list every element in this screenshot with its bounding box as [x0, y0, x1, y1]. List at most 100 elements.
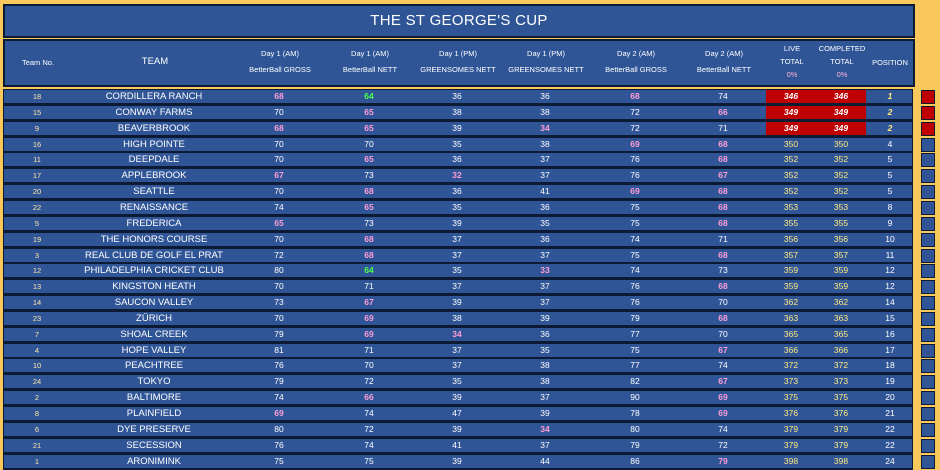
score-cell: 37	[452, 281, 462, 291]
score-cell: 75	[630, 345, 640, 355]
score-cell: 37	[540, 440, 550, 450]
header-col-5: Day 2 (AM) BetterBall GROSS	[593, 49, 679, 75]
team-name: DYE PRESERVE	[117, 424, 191, 435]
table-row: 5 FREDERICA 65 73 39 35 75 68 355 355 9	[3, 216, 913, 232]
row-status-marker	[921, 264, 935, 278]
team-name: APPLEBROOK	[121, 170, 187, 181]
score-cell: 68	[274, 123, 284, 133]
score-cell: 36	[540, 202, 550, 212]
position: 4	[887, 139, 893, 149]
score-cell: 79	[274, 376, 284, 386]
header-completed-pct: 0%	[836, 70, 848, 79]
completed-total: 366	[833, 345, 849, 355]
completed-total: 398	[833, 456, 849, 466]
score-cell: 68	[274, 91, 284, 101]
row-status-marker	[921, 90, 935, 104]
live-total: 398	[783, 456, 799, 466]
score-cell: 39	[452, 392, 462, 402]
score-cell: 35	[452, 202, 462, 212]
score-cell: 70	[274, 186, 284, 196]
score-cell: 38	[540, 139, 550, 149]
position: 20	[885, 392, 895, 402]
completed-total: 376	[833, 408, 849, 418]
row-status-marker	[921, 407, 935, 421]
live-total: 352	[783, 186, 799, 196]
position: 11	[885, 250, 895, 260]
header-col-6-day: Day 2 (AM)	[705, 49, 743, 58]
header-team-no: Team No.	[21, 58, 55, 67]
header-col-5-format: BetterBall GROSS	[605, 65, 667, 74]
team-number: 3	[34, 251, 40, 260]
header-col-3-format: GREENSOMES NETT	[420, 65, 496, 74]
score-cell: 79	[630, 440, 640, 450]
score-cell: 39	[452, 297, 462, 307]
completed-total: 349	[816, 106, 866, 119]
table-row: 1 ARONIMINK 75 75 39 44 86 79 398 398 24	[3, 454, 913, 470]
score-cell: 39	[452, 218, 462, 228]
row-status-marker	[921, 249, 935, 263]
header-col-2-format: BetterBall NETT	[342, 65, 398, 74]
header-live-total-label: TOTAL	[780, 57, 804, 66]
live-total: 357	[783, 250, 799, 260]
team-name: PHILADELPHIA CRICKET CLUB	[84, 265, 224, 276]
live-total: 353	[783, 202, 799, 212]
row-status-marker	[921, 455, 935, 469]
score-cell: 81	[274, 345, 284, 355]
score-cell: 90	[630, 392, 640, 402]
score-cell: 65	[364, 202, 374, 212]
team-name: KINGSTON HEATH	[112, 281, 196, 292]
completed-total: 353	[833, 202, 849, 212]
score-cell: 73	[364, 170, 374, 180]
position: 22	[885, 440, 895, 450]
completed-total: 350	[833, 139, 849, 149]
table-row: 9 BEAVERBROOK 68 65 39 34 72 71 349 349 2	[3, 121, 913, 137]
position: 10	[885, 234, 895, 244]
live-total: 379	[783, 424, 799, 434]
header-col-5-day: Day 2 (AM)	[617, 49, 655, 58]
live-total: 372	[783, 360, 799, 370]
score-cell: 38	[452, 107, 462, 117]
score-cell: 71	[364, 345, 374, 355]
position: 21	[885, 408, 895, 418]
table-row: 15 CONWAY FARMS 70 65 38 38 72 66 349 349 2	[3, 105, 913, 121]
score-cell: 77	[630, 360, 640, 370]
live-total: 352	[783, 170, 799, 180]
score-cell: 68	[364, 186, 374, 196]
score-cell: 69	[718, 392, 728, 402]
score-cell: 38	[540, 360, 550, 370]
team-name: DEEPDALE	[128, 154, 180, 165]
team-number: 20	[32, 187, 42, 196]
score-cell: 69	[364, 329, 374, 339]
score-cell: 70	[718, 329, 728, 339]
completed-total: 379	[833, 424, 849, 434]
score-cell: 39	[452, 456, 462, 466]
live-total: 362	[783, 297, 799, 307]
score-cell: 36	[540, 91, 550, 101]
completed-total: 357	[833, 250, 849, 260]
score-cell: 79	[718, 456, 728, 466]
score-cell: 79	[274, 329, 284, 339]
score-cell: 75	[274, 456, 284, 466]
score-cell: 73	[718, 265, 728, 275]
score-cell: 64	[364, 91, 374, 101]
score-cell: 38	[540, 107, 550, 117]
live-total: 349	[766, 122, 816, 135]
table-row: 13 KINGSTON HEATH 70 71 37 37 76 68 359 359 12	[3, 279, 913, 295]
header-col-4-day: Day 1 (PM)	[527, 49, 565, 58]
score-cell: 74	[364, 408, 374, 418]
team-name: RENAISSANCE	[119, 202, 189, 213]
row-status-marker	[921, 328, 935, 342]
team-number: 22	[32, 203, 42, 212]
score-cell: 39	[540, 408, 550, 418]
team-number: 5	[34, 219, 40, 228]
team-number: 7	[34, 330, 40, 339]
live-total: 363	[783, 313, 799, 323]
header-col-1-day: Day 1 (AM)	[261, 49, 299, 58]
position: 15	[885, 313, 895, 323]
position: 16	[885, 329, 895, 339]
team-name: BEAVERBROOK	[117, 123, 191, 134]
score-cell: 79	[630, 313, 640, 323]
row-status-marker	[921, 312, 935, 326]
score-cell: 34	[540, 424, 550, 434]
team-number: 17	[32, 171, 42, 180]
